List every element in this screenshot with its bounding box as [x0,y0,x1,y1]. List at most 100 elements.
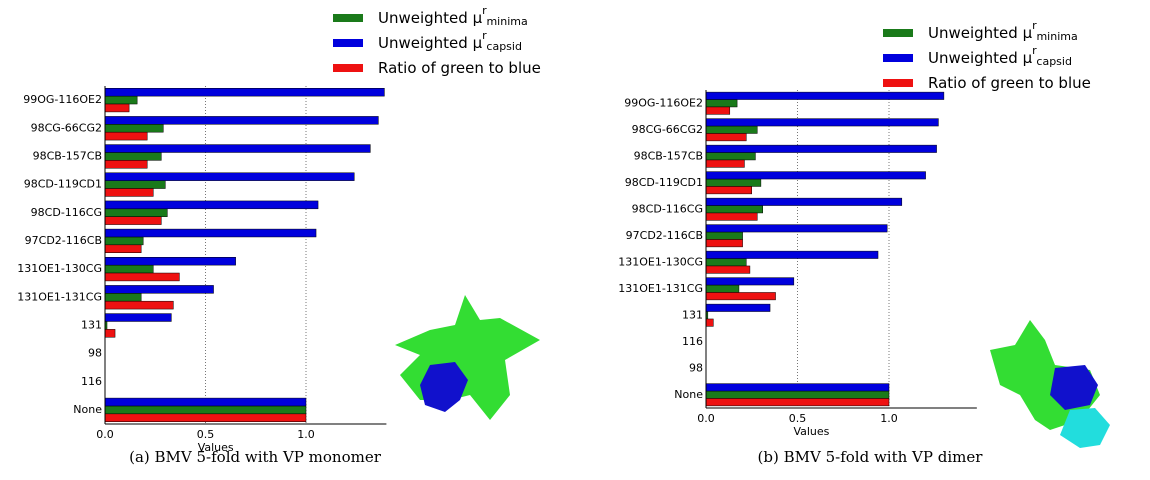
bar [705,265,751,274]
bar [705,250,879,259]
bar [104,188,154,197]
legend-label: Ratio of green to blue [378,59,541,77]
bar [705,303,771,312]
y-tick-label: 98CD-119CD1 [24,178,102,191]
bar [104,208,168,217]
bar [705,277,795,286]
legend-label: Unweighted μrcapsid [378,29,522,53]
bar [705,292,776,301]
bar [104,160,148,169]
legend-sup: r [482,29,487,42]
x-axis-label: Values [793,425,829,438]
legend-sup: r [1032,44,1037,57]
bar [104,405,307,415]
y-tick-label: 116 [81,375,102,388]
legend-swatch [883,29,913,37]
legend-name: Ratio of green to blue [928,74,1091,92]
bar [104,124,164,133]
bar [705,106,731,115]
y-tick-label: 97CD2-116CB [626,229,703,242]
legend-sup: r [482,4,487,17]
y-tick-label: 99OG-116OE2 [23,93,102,106]
legend-name: Ratio of green to blue [378,59,541,77]
bar [104,272,180,282]
protein-image-b [990,320,1110,448]
y-tick-label: 131OE1-131CG [17,290,102,303]
bar [104,200,319,210]
bar [104,413,307,422]
x-tick-label: 1.0 [297,428,315,441]
caption: (b) BMV 5-fold with VP dimer [758,448,984,466]
y-tick-label: 131OE1-130CG [17,262,102,275]
bar [104,116,379,125]
y-tick-label: 99OG-116OE2 [624,96,703,109]
y-tick-label: 98CD-116CG [632,202,703,215]
y-tick-label: 131OE1-130CG [618,255,703,268]
legend-sub: capsid [1036,55,1072,68]
legend-name: Unweighted μ [378,9,483,27]
caption: (a) BMV 5-fold with VP monomer [129,448,382,466]
bar [705,178,762,187]
y-tick-label: 98CG-66CG2 [632,123,703,136]
bar [705,258,747,267]
y-tick-label: 98CB-157CB [33,149,102,162]
y-tick-label: 131 [81,318,102,331]
y-tick-label: 98 [88,347,102,360]
bar [705,186,752,195]
bar [104,131,148,141]
y-tick-label: 98CD-119CD1 [625,176,703,189]
y-tick-label: 98 [689,361,703,374]
bar [705,133,747,142]
legend-swatch [883,54,913,62]
bar [705,91,945,100]
legend-sub: minima [486,15,527,28]
y-tick-label: 98CG-66CG2 [31,121,102,134]
x-tick-label: 0.5 [789,412,807,425]
legend-swatch [883,79,913,87]
bar [705,231,743,240]
legend-swatch [333,39,363,47]
bar [705,398,890,407]
bar [104,313,172,322]
bar [104,172,355,181]
bar [104,228,317,238]
protein-image-a [395,295,540,420]
legend-label: Unweighted μrcapsid [928,44,1072,68]
bar [104,95,138,105]
y-tick-label: None [674,388,703,401]
legend-label: Ratio of green to blue [928,74,1091,92]
bar [104,300,174,310]
bar [705,159,745,168]
x-tick-label: 1.0 [880,412,898,425]
bar [705,284,740,293]
bar [705,197,903,206]
legend-sub: minima [1036,30,1077,43]
bar [705,171,926,180]
bar [104,329,116,338]
bar [705,125,758,134]
x-tick-label: 0.0 [96,428,114,441]
bar [705,390,890,399]
bar [104,236,144,246]
bar [705,152,756,161]
bar [705,144,937,153]
bar [705,99,738,108]
bar [104,244,142,253]
y-tick-label: 131 [682,308,703,321]
bar [104,88,385,97]
x-tick-label: 0.0 [697,412,715,425]
bar [104,152,162,161]
legend-swatch [333,14,363,22]
x-axis-label: Values [198,441,234,454]
y-tick-label: None [73,403,102,416]
bar [705,383,890,392]
y-tick-label: 97CD2-116CB [25,234,102,247]
y-tick-label: 131OE1-131CG [618,282,703,295]
legend-name: Unweighted μ [378,34,483,52]
x-tick-label: 0.5 [197,428,215,441]
bar [705,224,888,233]
bar [705,212,758,221]
bar [104,180,166,189]
legend-sup: r [1032,19,1037,32]
